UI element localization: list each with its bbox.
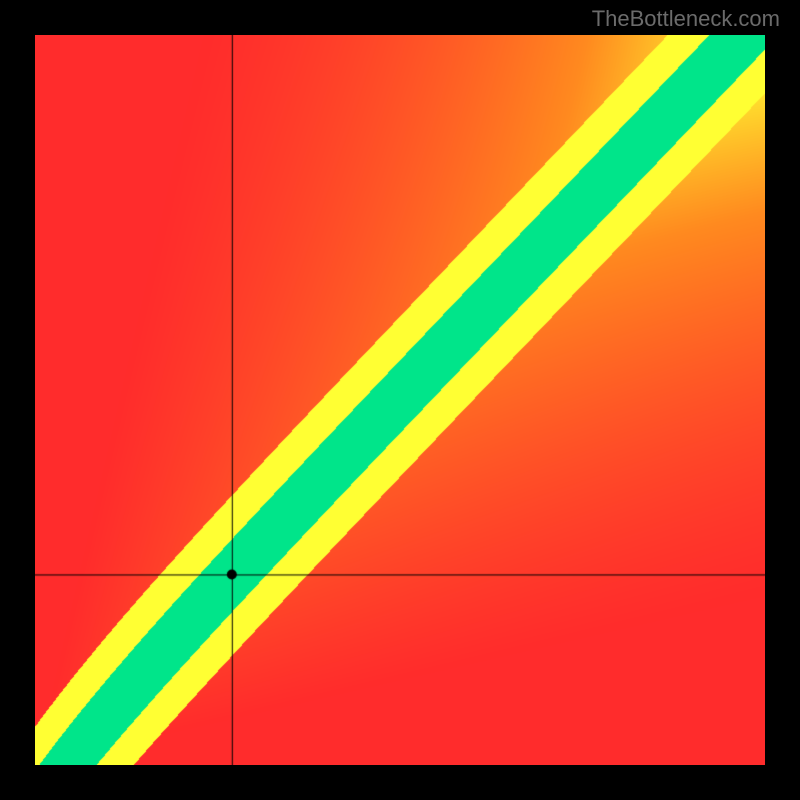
bottleneck-heatmap: [35, 35, 765, 765]
heatmap-canvas: [35, 35, 765, 765]
watermark-text: TheBottleneck.com: [592, 6, 780, 32]
